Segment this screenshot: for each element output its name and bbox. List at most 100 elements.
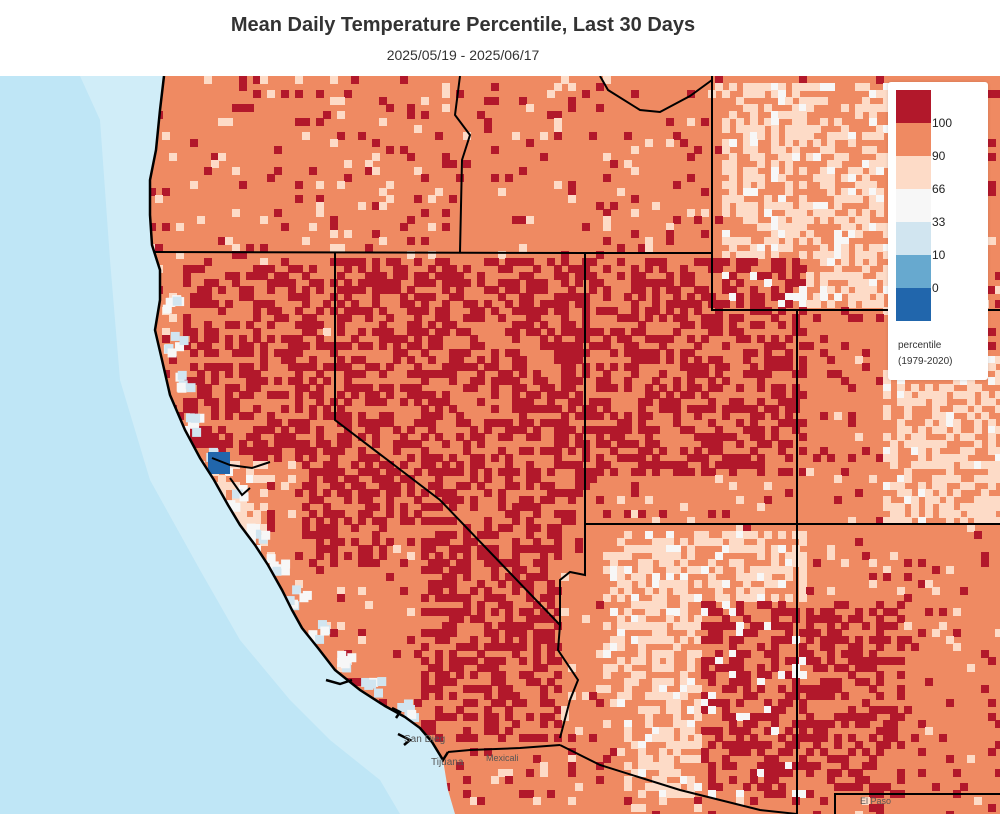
grid-cell: [330, 545, 338, 553]
grid-cell: [302, 118, 310, 126]
grid-cell: [512, 321, 520, 329]
grid-cell: [260, 216, 268, 224]
grid-cell: [946, 412, 954, 420]
grid-cell: [876, 727, 884, 735]
grid-cell: [225, 118, 233, 126]
grid-cell: [897, 503, 905, 511]
grid-cell: [463, 482, 471, 490]
grid-cell: [708, 510, 716, 518]
grid-cell: [484, 125, 492, 133]
grid-cell: [568, 265, 576, 273]
grid-cell: [680, 727, 688, 735]
border-ca-nv: [334, 253, 580, 739]
grid-cell: [680, 356, 688, 364]
grid-cell: [183, 279, 191, 287]
grid-cell: [813, 139, 821, 147]
grid-cell: [652, 517, 660, 525]
grid-cell: [624, 377, 632, 385]
grid-cell: [211, 377, 219, 385]
grid-cell: [435, 314, 443, 322]
grid-cell: [225, 335, 233, 343]
grid-cell: [526, 496, 534, 504]
grid-cell: [540, 377, 548, 385]
grid-cell: [652, 650, 660, 658]
grid-cell: [533, 265, 541, 273]
grid-cell: [722, 461, 730, 469]
grid-cell: [792, 223, 800, 231]
grid-cell: [820, 335, 828, 343]
grid-cell: [414, 335, 422, 343]
grid-cell: [456, 706, 464, 714]
grid-cell: [344, 307, 352, 315]
grid-cell: [645, 622, 653, 630]
grid-cell: [428, 468, 436, 476]
grid-cell: [449, 265, 457, 273]
grid-cell: [617, 454, 625, 462]
grid-cell: [715, 265, 723, 273]
grid-cell: [771, 608, 779, 616]
grid-cell: [603, 426, 611, 434]
grid-cell: [365, 419, 373, 427]
grid-cell: [722, 510, 730, 518]
grid-cell: [547, 496, 555, 504]
grid-cell: [239, 517, 247, 525]
grid-cell: [897, 713, 905, 721]
grid-cell: [309, 223, 317, 231]
grid-cell: [911, 734, 919, 742]
grid-cell: [204, 349, 212, 357]
grid-cell: [680, 692, 688, 700]
grid-cell: [967, 482, 975, 490]
grid-cell: [750, 209, 758, 217]
grid-cell: [813, 811, 821, 814]
grid-cell: [246, 293, 254, 301]
grid-cell: [827, 636, 835, 644]
grid-cell: [624, 783, 632, 791]
grid-cell: [491, 573, 499, 581]
grid-cell: [799, 468, 807, 476]
grid-cell: [729, 685, 737, 693]
grid-cell: [372, 153, 380, 161]
grid-cell: [715, 447, 723, 455]
grid-cell: [813, 685, 821, 693]
grid-cell: [456, 356, 464, 364]
grid-cell: [470, 657, 478, 665]
grid-cell: [260, 377, 268, 385]
grid-cell: [883, 391, 891, 399]
grid-cell: [652, 335, 660, 343]
grid-cell: [267, 391, 275, 399]
grid-cell: [288, 356, 296, 364]
grid-cell: [491, 391, 499, 399]
grid-cell: [659, 545, 667, 553]
grid-cell: [372, 426, 380, 434]
temperature-percentile-map[interactable]: [0, 76, 1000, 814]
grid-cell: [540, 615, 548, 623]
grid-cell: [274, 377, 282, 385]
grid-cell: [855, 608, 863, 616]
grid-cell: [512, 307, 520, 315]
grid-cell: [869, 181, 877, 189]
grid-cell: [785, 552, 793, 560]
grid-cell: [876, 636, 884, 644]
grid-cell: [897, 482, 905, 490]
grid-cell: [442, 83, 450, 91]
grid-cell: [603, 622, 611, 630]
grid-cell: [869, 244, 877, 252]
grid-cell: [211, 405, 219, 413]
grid-cell: [967, 664, 975, 672]
grid-cell: [491, 258, 499, 266]
grid-cell: [799, 790, 807, 798]
grid-cell: [351, 461, 359, 469]
grid-cell: [904, 398, 912, 406]
grid-cell: [204, 433, 212, 441]
grid-cell: [505, 461, 513, 469]
grid-cell: [743, 125, 751, 133]
grid-cell: [638, 398, 646, 406]
grid-cell: [841, 636, 849, 644]
grid-cell: [680, 587, 688, 595]
grid-cell: [869, 650, 877, 658]
grid-cell: [155, 244, 163, 252]
grid-cell: [722, 531, 730, 539]
grid-cell: [484, 475, 492, 483]
grid-cell: [869, 160, 877, 168]
grid-cell: [862, 251, 870, 259]
